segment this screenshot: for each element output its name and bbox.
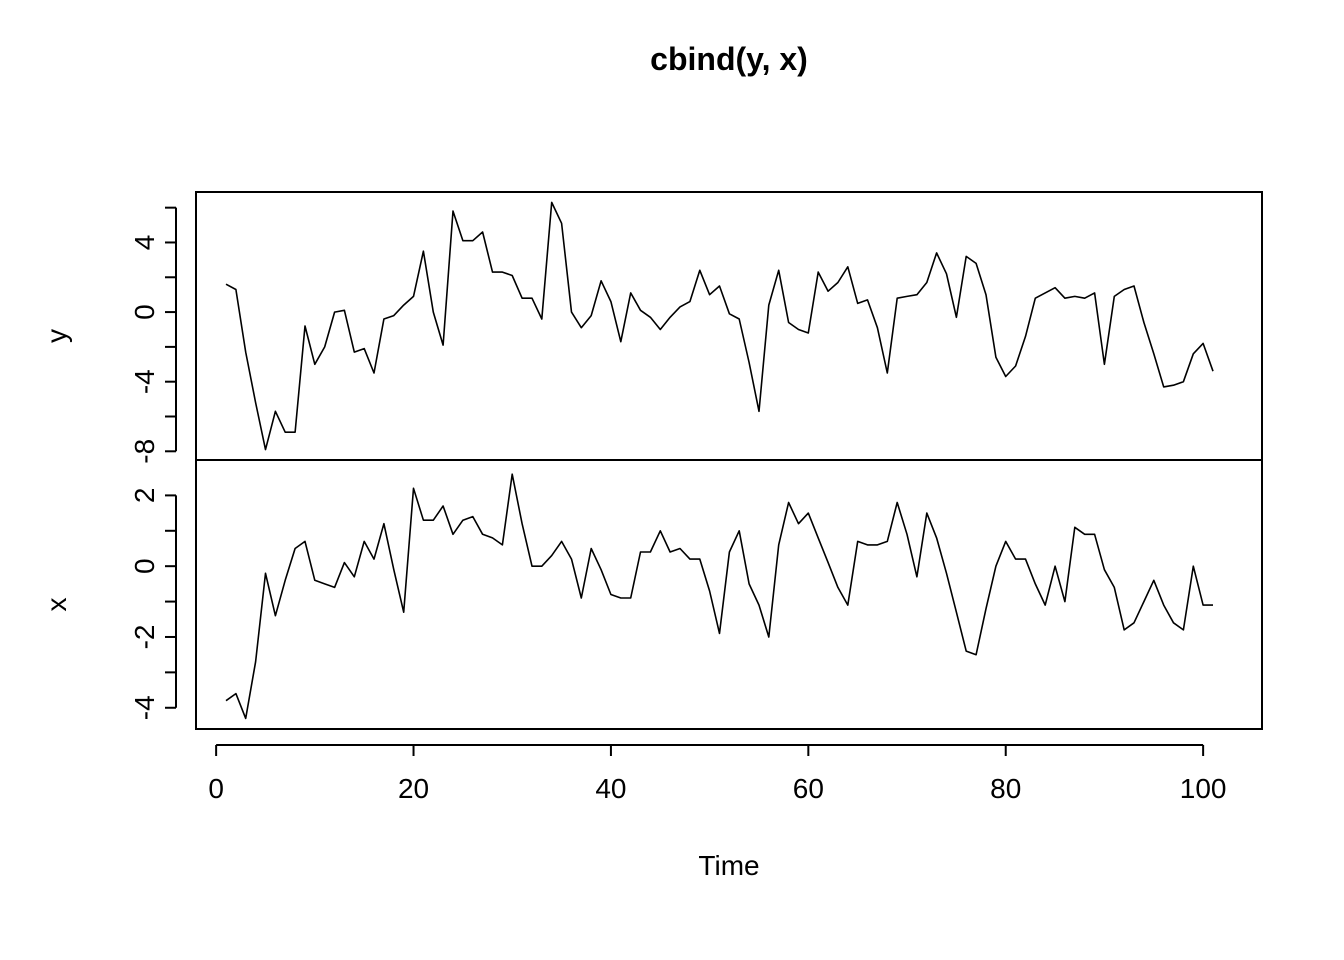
x-tick-label: 0 xyxy=(208,773,224,804)
x-tick-label: 100 xyxy=(1180,773,1227,804)
panel-x: -4 -2 0 2 x xyxy=(41,459,1263,730)
y-axis-label-y: y xyxy=(41,329,72,343)
y-tick-label-y: 4 xyxy=(129,235,160,251)
y-axis-label-x: x xyxy=(41,598,72,612)
panel-y-frame xyxy=(195,191,1263,461)
series-line-y xyxy=(225,201,1214,451)
chart-title: cbind(y, x) xyxy=(650,41,808,77)
y-tick-label-y: -8 xyxy=(129,439,160,464)
y-tick-label-x: -4 xyxy=(129,695,160,720)
x-axis-label: Time xyxy=(698,850,759,881)
x-tick-label: 80 xyxy=(990,773,1021,804)
x-tick-label: 40 xyxy=(595,773,626,804)
y-tick-label-y: 0 xyxy=(129,304,160,320)
x-tick-label: 20 xyxy=(398,773,429,804)
x-tick-label: 60 xyxy=(793,773,824,804)
y-tick-label-y: -4 xyxy=(129,369,160,394)
y-tick-label-x: 2 xyxy=(129,488,160,504)
y-tick-label-x: -2 xyxy=(129,625,160,650)
panel-x-frame xyxy=(195,459,1263,730)
y-tick-label-x: 0 xyxy=(129,558,160,574)
x-axis: 0 20 40 60 80 100 xyxy=(208,744,1227,804)
series-line-x xyxy=(225,473,1213,720)
panels: -8 -4 0 4 y -4 -2 0 2 x xyxy=(41,191,1263,730)
panel-y: -8 -4 0 4 y xyxy=(41,191,1263,464)
